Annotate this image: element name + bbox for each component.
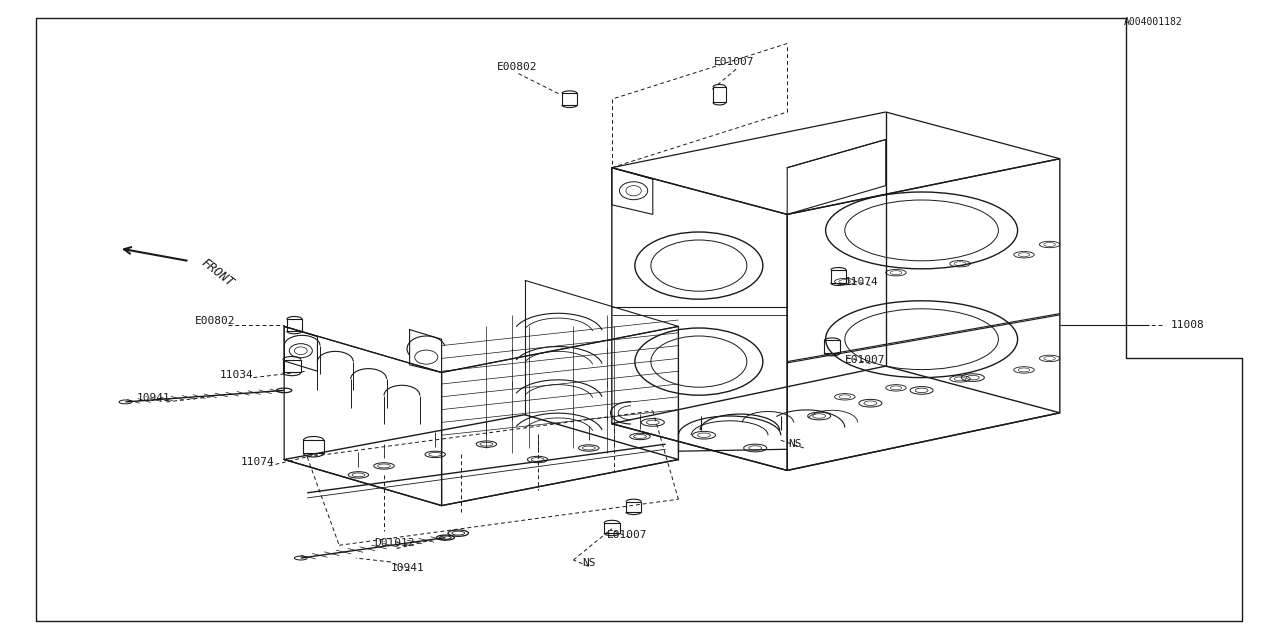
Text: E01007: E01007 <box>714 57 755 67</box>
Text: 10941: 10941 <box>137 393 170 403</box>
Text: FRONT: FRONT <box>198 256 236 289</box>
Text: NS: NS <box>788 439 803 449</box>
Text: 11074: 11074 <box>241 457 274 467</box>
Text: D01012: D01012 <box>374 538 415 548</box>
Text: E00802: E00802 <box>195 316 236 326</box>
Text: E01007: E01007 <box>607 529 648 540</box>
Text: 11008: 11008 <box>1171 320 1204 330</box>
Text: E01007: E01007 <box>845 355 886 365</box>
Text: 11074: 11074 <box>845 276 878 287</box>
Text: 10941: 10941 <box>390 563 424 573</box>
Text: NS: NS <box>582 558 596 568</box>
Text: 11034: 11034 <box>220 369 253 380</box>
Text: E00802: E00802 <box>497 61 538 72</box>
Text: A004001182: A004001182 <box>1124 17 1183 27</box>
